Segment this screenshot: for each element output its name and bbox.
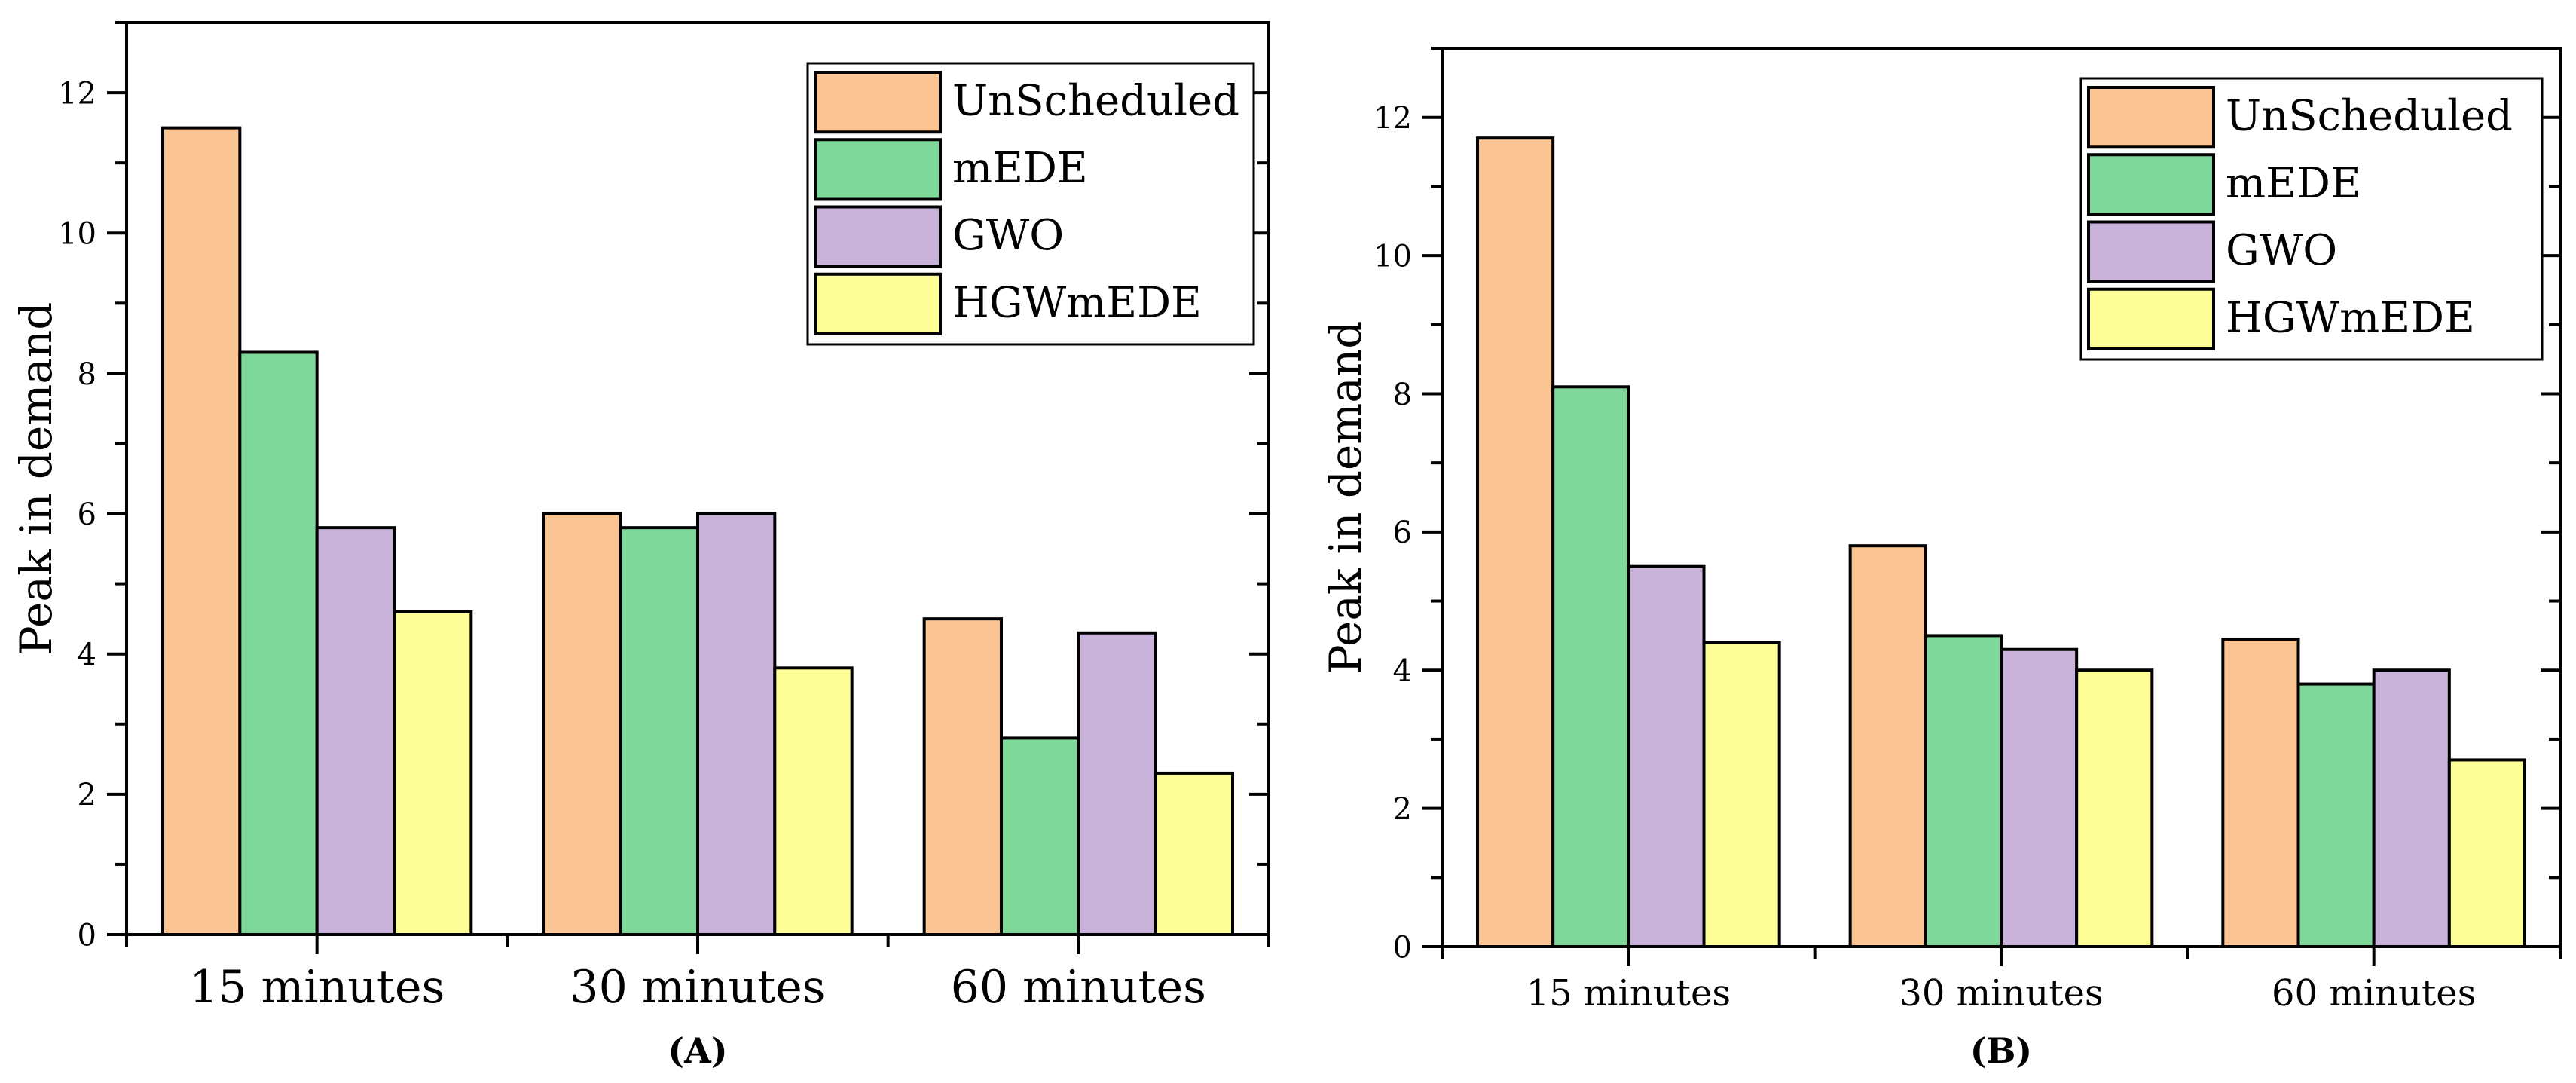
legend-label-b-mede: mEDE [2226, 159, 2361, 208]
bar-a-hgwmede-2 [773, 666, 854, 936]
y-tick-label-b: 6 [1393, 515, 1412, 550]
legend-swatch-a-hgwmede [814, 272, 942, 335]
bar-b-gwo-1 [1627, 564, 1706, 948]
y-tick-label-a: 2 [78, 778, 96, 812]
bar-b-hgwmede-3 [2447, 758, 2527, 949]
bar-a-mede-1 [238, 350, 319, 936]
y-tick-label-a: 8 [78, 357, 96, 392]
legend-swatch-a-unscheduled [814, 71, 942, 134]
category-label-b: 15 minutes [1526, 972, 1731, 1014]
bar-b-gwo-3 [2372, 668, 2451, 948]
category-label-a: 60 minutes [951, 961, 1206, 1014]
bar-b-mede-2 [1924, 634, 2003, 949]
legend-swatch-b-mede [2087, 153, 2215, 216]
bar-a-mede-2 [619, 526, 699, 936]
bar-b-mede-3 [2296, 682, 2376, 948]
y-axis-label-a: Peak in demand [11, 302, 62, 656]
y-tick-label-a: 4 [78, 638, 96, 672]
legend-label-a-unscheduled: UnScheduled [952, 77, 1239, 126]
bar-a-unscheduled-2 [542, 512, 622, 936]
legend-label-b-hgwmede: HGWmEDE [2226, 293, 2475, 342]
chart-panel-b: 0 2 4 6 8 10 12 15 minutes 30 minutes 60 minutes P… [1320, 47, 2562, 1071]
y-tick-label-b: 12 [1374, 101, 1412, 136]
legend-swatch-b-gwo [2087, 220, 2215, 283]
y-tick-label-a: 0 [78, 918, 96, 953]
bar-b-gwo-2 [2000, 647, 2079, 948]
category-label-b: 30 minutes [1899, 972, 2103, 1014]
bar-a-mede-3 [1000, 736, 1080, 937]
legend-swatch-b-unscheduled [2087, 86, 2215, 149]
legend-label-a-gwo: GWO [952, 211, 1064, 260]
y-tick-label-b: 2 [1393, 792, 1412, 827]
bar-b-unscheduled-1 [1475, 136, 1555, 949]
y-axis-label-b: Peak in demand [1320, 321, 1371, 675]
bar-a-hgwmede-1 [392, 610, 473, 936]
category-label-a: 15 minutes [189, 961, 445, 1014]
bar-a-gwo-3 [1077, 631, 1157, 936]
bar-b-hgwmede-2 [2075, 668, 2154, 948]
bar-a-unscheduled-1 [161, 126, 242, 937]
category-label-a: 30 minutes [570, 961, 825, 1014]
y-tick-label-b: 10 [1374, 239, 1412, 274]
legend-swatch-b-hgwmede [2087, 287, 2215, 350]
bar-a-unscheduled-3 [922, 617, 1004, 937]
y-tick-label-a: 6 [78, 497, 96, 532]
legend-swatch-a-mede [814, 138, 942, 201]
legend-label-a-mede: mEDE [952, 144, 1088, 193]
category-label-b: 60 minutes [2272, 972, 2476, 1014]
bar-b-hgwmede-1 [1702, 641, 1781, 948]
y-tick-label-b: 8 [1393, 378, 1412, 412]
y-tick-label-a: 12 [58, 76, 96, 111]
legend-swatch-a-gwo [814, 205, 942, 268]
bar-a-gwo-2 [696, 512, 777, 936]
panel-label-b: (B) [1970, 1030, 2032, 1071]
bar-a-hgwmede-3 [1154, 771, 1234, 937]
chart-panel-a: 0 2 4 6 8 10 12 15 minutes 30 minutes 60 minutes P… [11, 21, 1270, 1071]
panel-label-a: (A) [668, 1030, 727, 1071]
bar-b-unscheduled-2 [1848, 544, 1927, 948]
bar-b-mede-1 [1551, 385, 1630, 948]
y-tick-label-b: 4 [1393, 654, 1412, 689]
bar-b-unscheduled-3 [2221, 637, 2300, 948]
y-tick-label-a: 10 [58, 217, 96, 252]
legend-label-b-gwo: GWO [2226, 226, 2337, 275]
y-tick-label-b: 0 [1393, 930, 1412, 965]
legend-label-b-unscheduled: UnScheduled [2226, 92, 2513, 141]
bar-a-gwo-1 [315, 526, 396, 936]
legend-label-a-hgwmede: HGWmEDE [952, 278, 1202, 327]
